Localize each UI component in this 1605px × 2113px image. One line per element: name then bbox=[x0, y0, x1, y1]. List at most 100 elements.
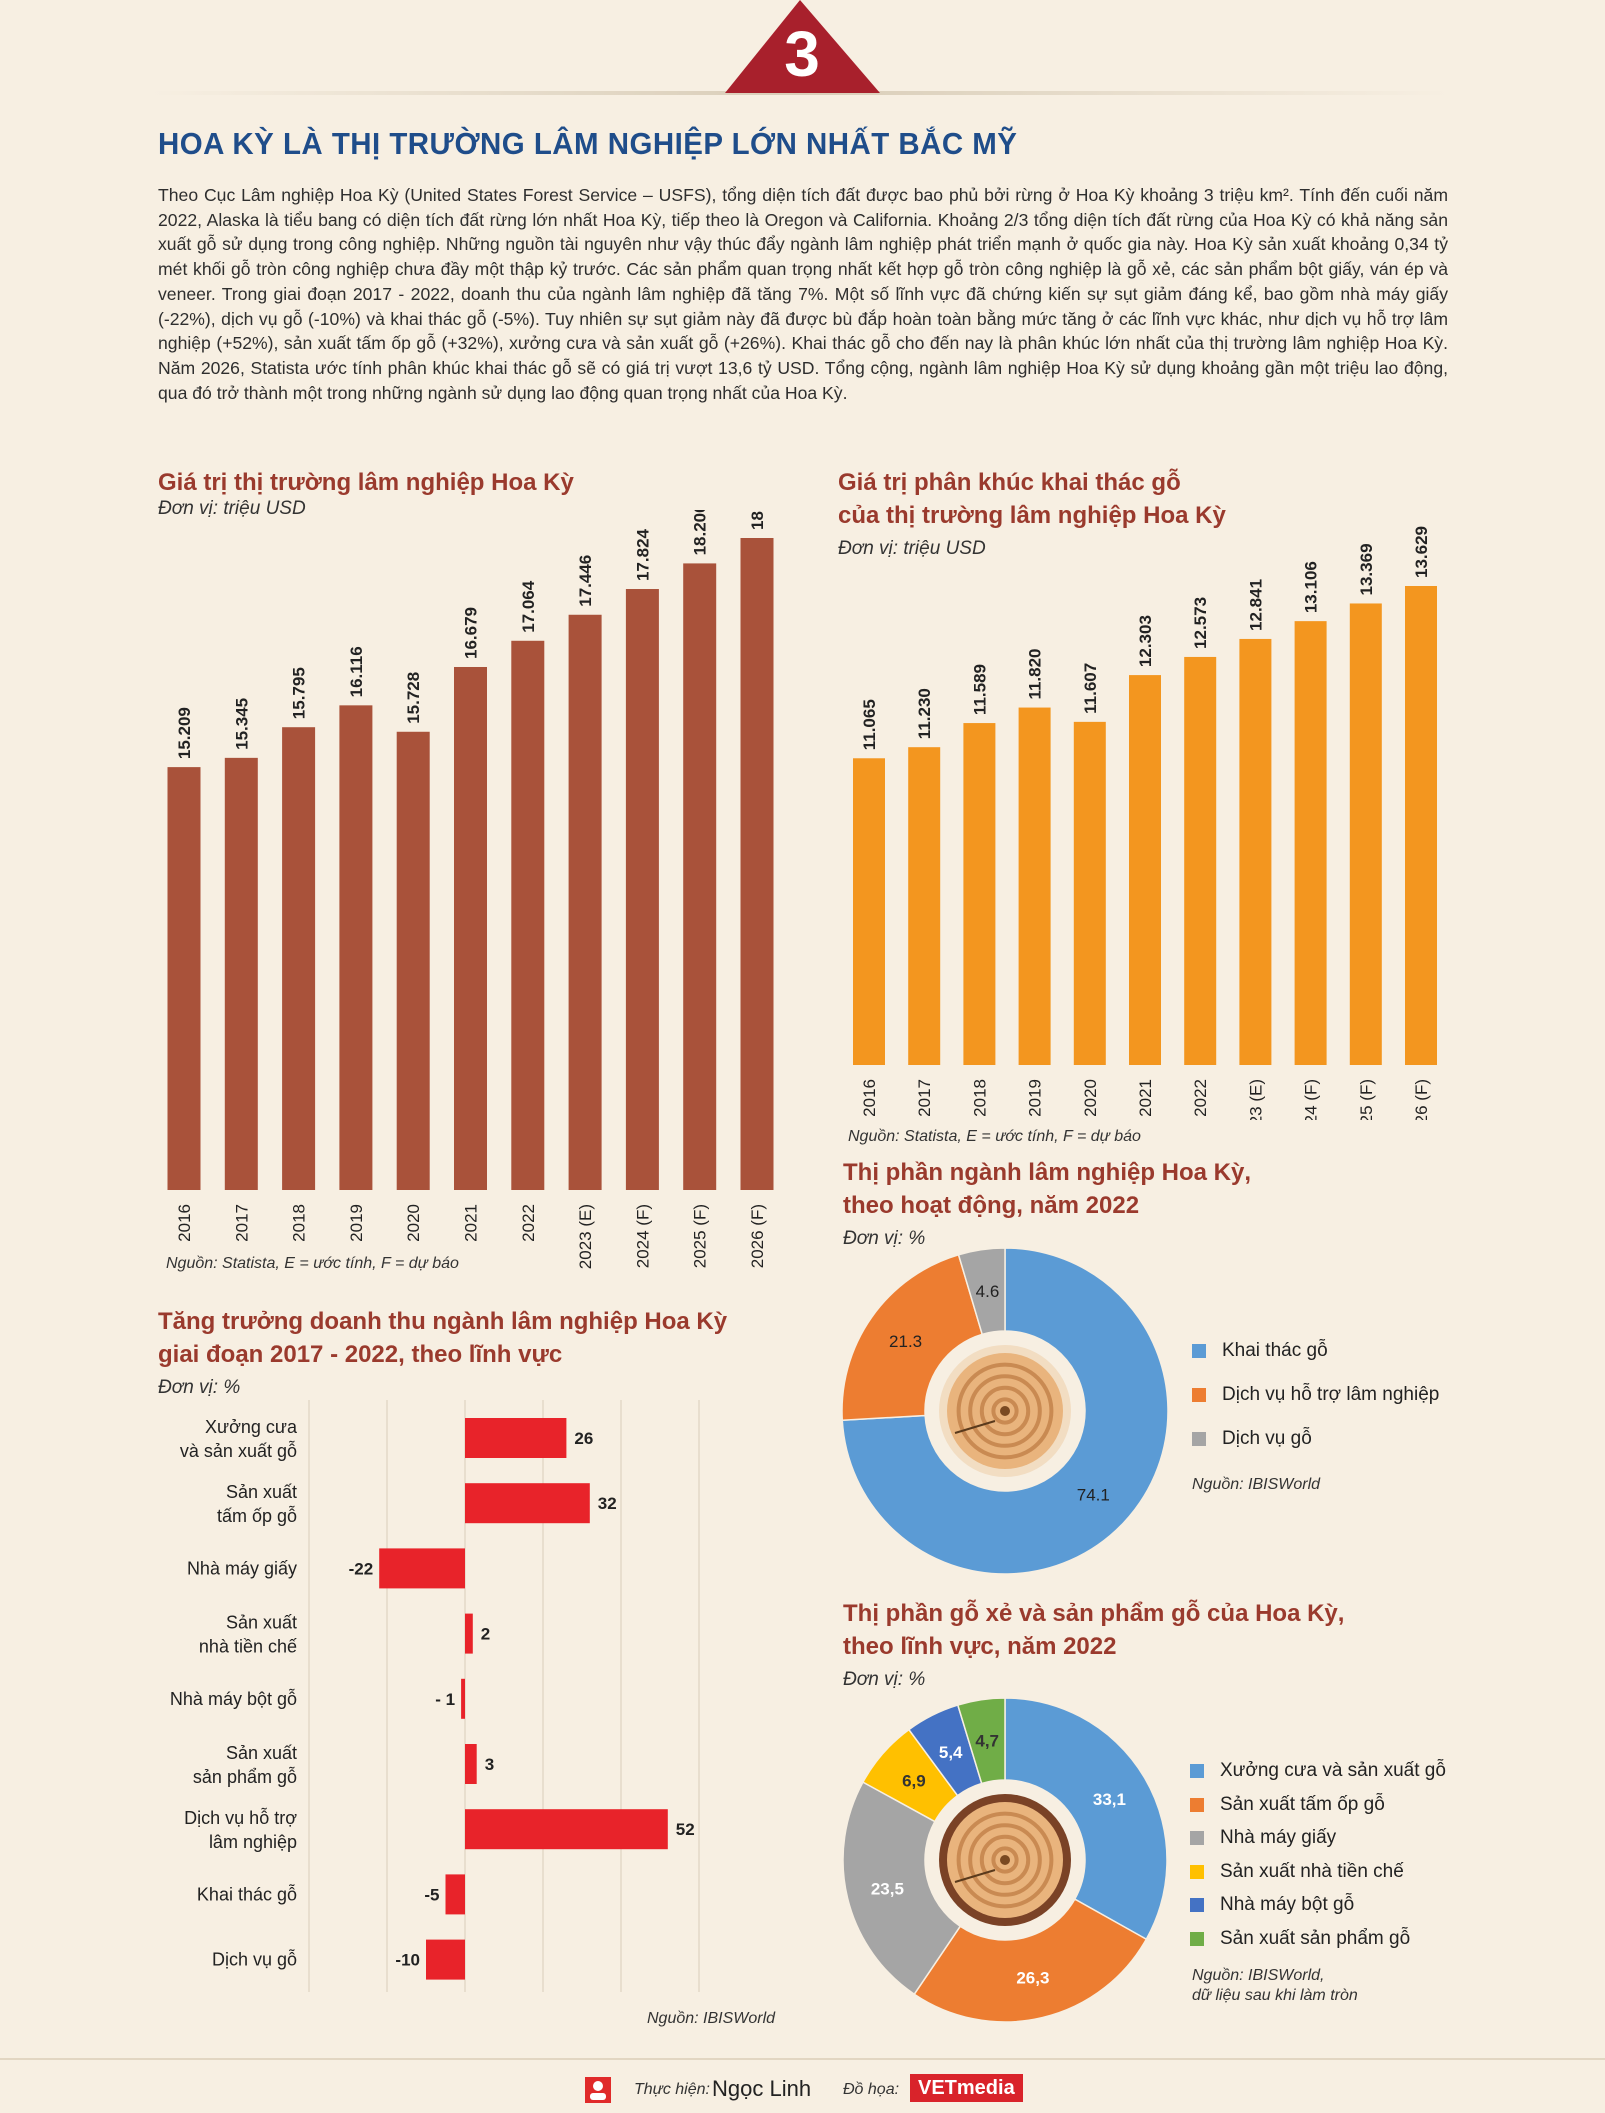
chart2-category-label: 2016 bbox=[860, 1079, 879, 1117]
chart2-category-label: 2026 (F) bbox=[1412, 1079, 1431, 1120]
intro-paragraph: Theo Cục Lâm nghiệp Hoa Kỳ (United State… bbox=[158, 185, 1448, 403]
chart4-title-line1: Thị phần ngành lâm nghiệp Hoa Kỳ, bbox=[843, 1159, 1252, 1186]
chart1-category-label: 2021 bbox=[462, 1204, 481, 1242]
chart3-value-label: -5 bbox=[424, 1885, 439, 1904]
chart5-legend-swatch bbox=[1190, 1898, 1204, 1912]
chart1-value-label: 18.200 bbox=[691, 510, 710, 555]
chart2-bar bbox=[908, 747, 941, 1065]
chart3-category-label: Sản xuất bbox=[226, 1743, 297, 1763]
chart3-bar bbox=[465, 1809, 668, 1850]
chart5-svg: 33,1 26,3 23,5 6,9 5,4 4,7 bbox=[842, 1697, 1168, 2023]
chart4-legend-label: Dịch vụ hỗ trợ lâm nghiệp bbox=[1222, 1384, 1440, 1405]
chart5-legend-swatch bbox=[1190, 1764, 1204, 1778]
chart5-legend-item: Sản xuất nhà tiền chế bbox=[1190, 1861, 1404, 1883]
chart5-legend-label: Nhà máy giấy bbox=[1220, 1827, 1337, 1848]
chart4-legend-label: Dịch vụ gỗ bbox=[1222, 1428, 1312, 1449]
chart1-svg: 15.209 2016 15.345 2017 15.795 2018 16.116 2019… bbox=[167, 510, 774, 1269]
chart5-legend-label: Xưởng cưa và sản xuất gỗ bbox=[1220, 1760, 1446, 1781]
chart1-value-label: 15.209 bbox=[175, 707, 194, 759]
chart1-source: Nguồn: Statista, E = ước tính, F = dự bá… bbox=[166, 1255, 459, 1272]
chart3-bar bbox=[465, 1418, 567, 1458]
chart3-category-label: tấm ốp gỗ bbox=[217, 1505, 297, 1526]
chart2-bar bbox=[853, 758, 885, 1065]
chart5-wood-log-icon bbox=[939, 1794, 1071, 1926]
chart4-legend-label: Khai thác gỗ bbox=[1222, 1340, 1328, 1361]
chart2-category-label: 2025 (F) bbox=[1357, 1079, 1376, 1120]
chart2-title-line2: của thị trường lâm nghiệp Hoa Kỳ bbox=[838, 502, 1226, 529]
chart2-value-label: 12.573 bbox=[1191, 597, 1210, 649]
chart2-category-label: 2017 bbox=[915, 1079, 934, 1117]
chart1-value-label: 17.446 bbox=[576, 555, 595, 607]
chart1-bar bbox=[396, 731, 430, 1190]
chart1-unit: Đơn vị: triệu USD bbox=[158, 498, 306, 519]
chart3-value-label: -22 bbox=[349, 1559, 374, 1578]
chart4-unit: Đơn vị: % bbox=[843, 1228, 926, 1249]
chart2-category-label: 2018 bbox=[970, 1079, 989, 1117]
chart3-bar bbox=[426, 1939, 465, 1980]
chart2-source: Nguồn: Statista, E = ước tính, F = dự bá… bbox=[848, 1128, 1141, 1145]
chart5-legend-label: Sản xuất sản phẩm gỗ bbox=[1220, 1927, 1411, 1949]
chart3-title-line2: giai đoạn 2017 - 2022, theo lĩnh vực bbox=[158, 1341, 563, 1368]
chart5-legend-item: Sản xuất sản phẩm gỗ bbox=[1190, 1928, 1410, 1950]
chart2-value-label: 11.820 bbox=[1026, 648, 1045, 699]
made-by-name: Ngọc Linh bbox=[712, 2076, 812, 2101]
chart5-legend-swatch bbox=[1190, 1797, 1204, 1812]
chart2-category-label: 2021 bbox=[1136, 1079, 1155, 1117]
chart1-value-label: 16.116 bbox=[347, 646, 366, 697]
chart3-value-label: 32 bbox=[598, 1494, 617, 1513]
chart2-value-label: 11.230 bbox=[915, 688, 934, 739]
chart2-bar bbox=[1405, 586, 1437, 1065]
chart2-bar bbox=[1129, 675, 1161, 1065]
chart5-slice-label: 33,1 bbox=[1093, 1790, 1126, 1809]
chart2-bar bbox=[1349, 603, 1382, 1065]
chart3-category-label: sản phẩm gỗ bbox=[193, 1766, 297, 1787]
chart4-slice bbox=[841, 1253, 984, 1422]
chart1-bar bbox=[454, 666, 487, 1190]
chart2-title: Giá trị phân khúc khai thác gỗ của thị t… bbox=[838, 466, 1226, 532]
badge-triangle bbox=[725, 0, 880, 93]
chart1-category-label: 2026 (F) bbox=[748, 1204, 767, 1268]
chart2-bar bbox=[1239, 638, 1272, 1065]
chart3-bar bbox=[445, 1874, 465, 1915]
chart3-source: Nguồn: IBISWorld bbox=[647, 2010, 776, 2027]
chart3-bar bbox=[465, 1744, 477, 1784]
chart5-title-line2: theo lĩnh vực, năm 2022 bbox=[843, 1633, 1117, 1660]
chart4-legend-item: Dịch vụ gỗ bbox=[1192, 1428, 1312, 1450]
chart5-slice bbox=[913, 1898, 1148, 2023]
graphics-label: Đồ họa: bbox=[843, 2081, 900, 2098]
chart1-category-label: 2024 (F) bbox=[633, 1204, 652, 1268]
chart1-category-label: 2019 bbox=[347, 1204, 366, 1242]
chart1-bar bbox=[339, 705, 373, 1190]
chart3-category-label: Khai thác gỗ bbox=[197, 1883, 297, 1904]
chart3-value-label: -10 bbox=[395, 1951, 420, 1970]
chart1-value-label: 17.824 bbox=[633, 528, 652, 581]
chart3-value-label: 52 bbox=[676, 1820, 695, 1839]
chart2-category-label: 2024 (F) bbox=[1302, 1079, 1321, 1120]
chart5-unit: Đơn vị: % bbox=[843, 1669, 926, 1690]
chart5-slice-label: 23,5 bbox=[871, 1879, 904, 1898]
chart1-bar bbox=[683, 563, 717, 1190]
chart5-slice bbox=[1004, 1697, 1168, 1941]
chart1-bar bbox=[282, 727, 316, 1190]
chart5-title-line1: Thị phần gỗ xẻ và sản phẩm gỗ của Hoa Kỳ… bbox=[843, 1600, 1345, 1627]
chart5-legend-swatch bbox=[1190, 1831, 1204, 1845]
chart3-category-label: lâm nghiệp bbox=[209, 1832, 297, 1852]
chart4-title: Thị phần ngành lâm nghiệp Hoa Kỳ, theo h… bbox=[843, 1156, 1251, 1222]
chart1-title: Giá trị thị trường lâm nghiệp Hoa Kỳ bbox=[158, 469, 574, 496]
chart1-value-label: 16.679 bbox=[462, 607, 481, 659]
chart2-title-line1: Giá trị phân khúc khai thác gỗ bbox=[838, 469, 1181, 496]
chart4-slice bbox=[841, 1247, 1169, 1575]
section-number: 3 bbox=[784, 18, 820, 90]
chart5-slice bbox=[842, 1781, 962, 1996]
chart4-wood-log-icon bbox=[939, 1345, 1071, 1477]
chart5-source: Nguồn: IBISWorld, dữ liệu sau khi làm tr… bbox=[1192, 1966, 1358, 2006]
page-title: HOA KỲ LÀ THỊ TRƯỜNG LÂM NGHIỆP LỚN NHẤT… bbox=[158, 126, 1018, 161]
chart5-legend-label: Sản xuất tấm ốp gỗ bbox=[1220, 1793, 1385, 1815]
chart5-slice-label: 26,3 bbox=[1016, 1969, 1049, 1988]
chart3-category-label: Dịch vụ gỗ bbox=[212, 1949, 297, 1970]
chart4-legend-swatch bbox=[1192, 1432, 1206, 1446]
section-badge: 3 bbox=[150, 0, 1450, 95]
chart2-category-label: 2023 (E) bbox=[1246, 1079, 1265, 1120]
chart1-category-label: 2023 (E) bbox=[576, 1204, 595, 1269]
